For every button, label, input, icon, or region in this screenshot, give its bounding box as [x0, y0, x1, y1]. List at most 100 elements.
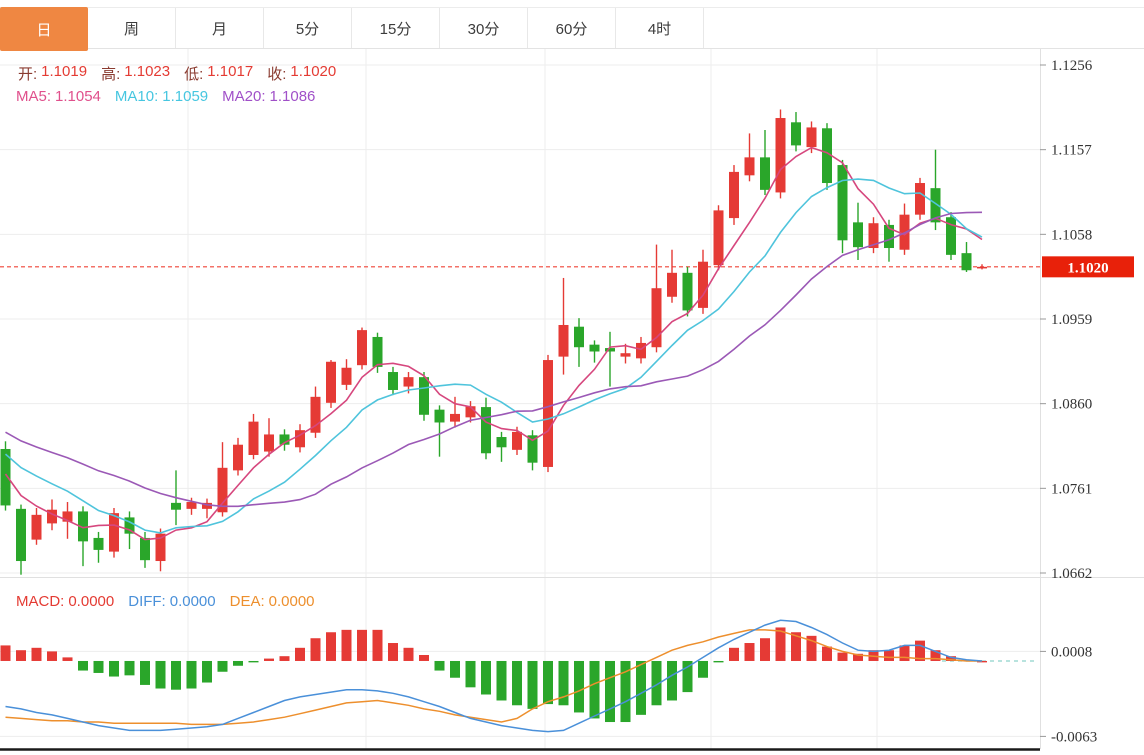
- legend-value: 1.1019: [41, 63, 88, 80]
- period-tab-2[interactable]: 月: [176, 8, 264, 48]
- legend-label: 开:: [18, 66, 38, 83]
- candle-body: [93, 537, 104, 550]
- period-tab-3[interactable]: 5分: [264, 8, 352, 48]
- macd-bar: [729, 647, 739, 661]
- period-tab-6[interactable]: 60分: [528, 8, 616, 48]
- ma10-line: [4, 178, 983, 534]
- legend-label: DIFF:: [128, 593, 166, 610]
- candle-body: [527, 435, 538, 463]
- candle-body: [109, 513, 119, 552]
- dea-line: [5, 629, 982, 726]
- legend-label: 高:: [101, 66, 121, 83]
- candle-body: [853, 222, 863, 248]
- macd-bar: [295, 647, 305, 661]
- candle-body: [403, 377, 414, 387]
- candle-body: [0, 448, 11, 506]
- macd-bar: [713, 660, 724, 663]
- macd-bar: [326, 632, 336, 661]
- period-tab-4[interactable]: 15分: [352, 8, 440, 48]
- legend-label: 收:: [267, 66, 287, 83]
- macd-bar: [450, 660, 460, 678]
- legend-label: DEA:: [229, 593, 265, 610]
- legend-value: 0.0000: [169, 593, 216, 610]
- legend-label: MA20:: [222, 88, 266, 105]
- period-tab-0[interactable]: 日: [0, 7, 88, 51]
- candle-body: [915, 183, 925, 215]
- legend-value: 0.0000: [268, 593, 315, 610]
- macd-bar: [620, 660, 631, 723]
- candle-body: [713, 210, 724, 266]
- macd-bar: [682, 660, 693, 693]
- macd-bar: [791, 632, 801, 661]
- candle-body: [31, 514, 42, 540]
- macd-bar: [946, 656, 956, 661]
- legend-value: 1.1059: [162, 88, 209, 105]
- macd-bar: [109, 660, 119, 677]
- axis-label: 1.0761: [1051, 481, 1092, 497]
- macd-bar: [279, 656, 290, 661]
- macd-bar: [434, 660, 445, 671]
- candle-body: [155, 533, 166, 562]
- macd-bar: [186, 660, 197, 689]
- candle-body: [279, 434, 290, 445]
- candle-body: [605, 348, 615, 352]
- diff-line: [5, 619, 983, 733]
- candle-body: [465, 406, 476, 418]
- candle-body: [326, 361, 336, 403]
- macd-bar: [806, 635, 817, 661]
- period-tab-7[interactable]: 4时: [616, 8, 704, 48]
- candle-body: [481, 407, 491, 454]
- macd-bar: [853, 653, 863, 661]
- macd-bar: [31, 647, 42, 661]
- macd-bar: [78, 660, 88, 671]
- axis-label: -0.0063: [1051, 729, 1097, 745]
- candle-body: [388, 372, 398, 390]
- candle-body: [512, 431, 522, 450]
- period-tab-5[interactable]: 30分: [440, 8, 528, 48]
- candle-body: [16, 508, 26, 562]
- macd-bar: [264, 658, 274, 661]
- candle-body: [977, 266, 987, 269]
- macd-bar: [822, 646, 832, 661]
- axis-label: 1.0662: [1051, 566, 1092, 582]
- legend-value: 1.1020: [290, 63, 337, 80]
- macd-bar: [527, 660, 538, 709]
- macd-bar: [248, 660, 259, 663]
- candle-body: [837, 165, 848, 241]
- candle-body: [310, 396, 321, 433]
- candle-body: [186, 502, 197, 509]
- period-tab-1[interactable]: 周: [88, 8, 176, 48]
- macd-bar: [16, 650, 26, 661]
- macd-bar: [605, 660, 615, 723]
- axis-label: 1.1058: [1051, 227, 1092, 243]
- candle-body: [620, 353, 631, 357]
- candle-body: [419, 377, 429, 415]
- candle-body: [341, 367, 352, 385]
- candle-body: [543, 360, 553, 467]
- macd-bar: [202, 660, 212, 683]
- candle-body: [217, 467, 228, 513]
- ma-legend: MA5: 1.1054 MA10: 1.1059 MA20: 1.1086: [16, 88, 329, 105]
- macd-bar: [310, 638, 321, 661]
- legend-value: 0.0000: [68, 593, 115, 610]
- macd-bar: [233, 660, 243, 666]
- candle-body: [47, 509, 57, 524]
- candle-body: [775, 118, 786, 193]
- candle-body: [946, 217, 956, 255]
- candle-body: [140, 537, 150, 561]
- macd-bar: [760, 638, 770, 661]
- candle-body: [806, 127, 817, 148]
- macd-bar: [512, 660, 522, 706]
- candle-body: [62, 511, 73, 522]
- macd-bar: [915, 640, 925, 661]
- candle-body: [698, 261, 708, 308]
- macd-bar: [388, 643, 398, 661]
- candle-body: [78, 511, 88, 542]
- macd-bar: [341, 629, 352, 661]
- macd-bar: [543, 660, 553, 705]
- candle-body: [574, 326, 584, 348]
- macd-bar: [744, 643, 755, 661]
- macd-bar: [574, 660, 584, 713]
